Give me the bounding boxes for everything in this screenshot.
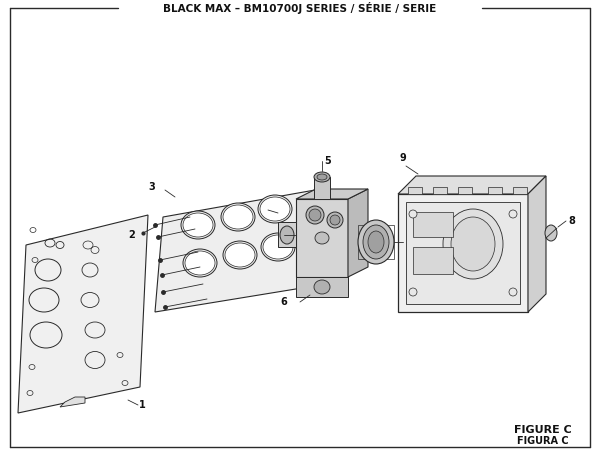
Ellipse shape: [409, 210, 417, 218]
Ellipse shape: [223, 205, 253, 229]
Polygon shape: [348, 189, 368, 277]
Ellipse shape: [545, 225, 557, 241]
Text: 5: 5: [324, 156, 331, 166]
Text: 8: 8: [568, 216, 575, 226]
Polygon shape: [413, 247, 453, 274]
Polygon shape: [60, 397, 85, 407]
Ellipse shape: [368, 231, 384, 253]
Ellipse shape: [183, 249, 217, 277]
Ellipse shape: [330, 215, 340, 225]
Text: BLACK MAX – BM10700J SERIES / SÉRIE / SERIE: BLACK MAX – BM10700J SERIES / SÉRIE / SE…: [163, 2, 437, 14]
Polygon shape: [513, 187, 527, 194]
Polygon shape: [296, 277, 348, 297]
Ellipse shape: [317, 174, 327, 180]
Polygon shape: [296, 199, 348, 277]
Ellipse shape: [509, 210, 517, 218]
Polygon shape: [406, 202, 520, 304]
Ellipse shape: [309, 209, 321, 221]
Polygon shape: [18, 215, 148, 413]
Ellipse shape: [181, 211, 215, 239]
Polygon shape: [488, 187, 502, 194]
Ellipse shape: [221, 203, 255, 231]
Polygon shape: [398, 176, 546, 194]
Polygon shape: [528, 176, 546, 312]
Polygon shape: [413, 212, 453, 237]
Text: 9: 9: [400, 153, 406, 163]
Ellipse shape: [358, 220, 394, 264]
Ellipse shape: [258, 195, 292, 223]
Ellipse shape: [280, 226, 294, 244]
Text: 7: 7: [405, 237, 412, 247]
Ellipse shape: [314, 280, 330, 294]
Ellipse shape: [263, 235, 293, 259]
Polygon shape: [155, 190, 315, 312]
Text: FIGURA C: FIGURA C: [517, 436, 569, 446]
Polygon shape: [433, 187, 447, 194]
Text: 4: 4: [263, 230, 270, 240]
Ellipse shape: [451, 217, 495, 271]
Ellipse shape: [260, 197, 290, 221]
Text: 1: 1: [139, 400, 146, 410]
Ellipse shape: [443, 209, 503, 279]
Polygon shape: [458, 187, 472, 194]
Polygon shape: [398, 194, 528, 312]
Text: 3: 3: [148, 182, 155, 192]
Polygon shape: [314, 177, 330, 199]
Ellipse shape: [223, 241, 257, 269]
Ellipse shape: [185, 251, 215, 275]
Ellipse shape: [327, 212, 343, 228]
Ellipse shape: [261, 233, 295, 261]
Ellipse shape: [409, 288, 417, 296]
Text: 6: 6: [280, 297, 287, 307]
Text: 5: 5: [249, 205, 256, 215]
Text: FIGURE C: FIGURE C: [514, 425, 572, 435]
Ellipse shape: [183, 213, 213, 237]
Ellipse shape: [315, 232, 329, 244]
Text: 2: 2: [128, 230, 135, 240]
Ellipse shape: [225, 243, 255, 267]
Ellipse shape: [306, 206, 324, 224]
Ellipse shape: [363, 225, 389, 259]
Polygon shape: [296, 189, 368, 199]
Polygon shape: [278, 222, 296, 247]
Ellipse shape: [509, 288, 517, 296]
Polygon shape: [408, 187, 422, 194]
Ellipse shape: [314, 172, 330, 182]
